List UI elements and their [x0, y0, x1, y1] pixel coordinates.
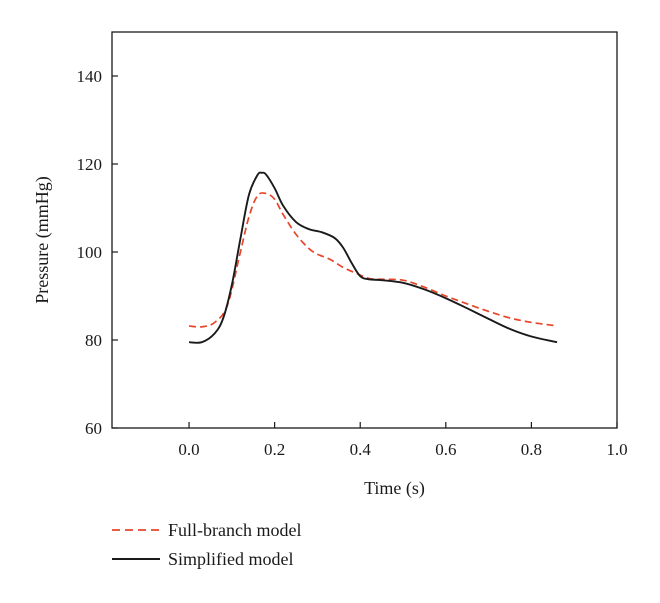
legend-label-full-branch-model: Full-branch model	[168, 520, 301, 540]
series-layer	[188, 171, 558, 344]
series-line-simplified-model	[188, 171, 558, 344]
x-tick-label: 0.6	[435, 440, 456, 459]
x-tick-label: 0.4	[350, 440, 372, 459]
y-tick-label: 120	[77, 155, 103, 174]
series-line-full-branch-model	[188, 192, 558, 328]
legend: Full-branch model Simplified model	[112, 520, 301, 569]
y-tick-label: 80	[85, 331, 102, 350]
x-tick-label: 0.8	[521, 440, 542, 459]
x-tick-label: 0.2	[264, 440, 285, 459]
ticks-layer: 0.0 0.2 0.4 0.6 0.8 1.0 60 80 100 120 140	[77, 67, 628, 459]
plot-area-frame	[111, 31, 618, 429]
y-axis-title: Pressure (mmHg)	[32, 176, 53, 303]
y-tick-label: 100	[77, 243, 103, 262]
x-tick-label: 1.0	[606, 440, 627, 459]
y-tick-label: 60	[85, 419, 102, 438]
y-tick-label: 140	[77, 67, 103, 86]
legend-label-simplified-model: Simplified model	[168, 549, 294, 569]
x-tick-label: 0.0	[178, 440, 199, 459]
x-axis-title: Time (s)	[364, 478, 425, 499]
